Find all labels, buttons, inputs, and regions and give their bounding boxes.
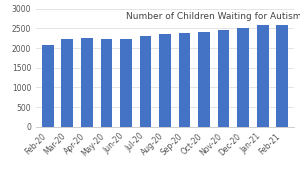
Bar	[61, 39, 73, 127]
Bar	[140, 36, 151, 127]
Bar	[100, 39, 112, 127]
Bar	[257, 25, 268, 127]
Bar	[120, 39, 132, 127]
Bar	[81, 38, 93, 127]
Bar	[42, 45, 54, 127]
Bar	[159, 34, 171, 127]
Bar	[218, 30, 230, 127]
Bar	[276, 24, 288, 127]
Bar	[198, 32, 210, 127]
Bar	[237, 28, 249, 127]
Bar	[179, 33, 190, 127]
Text: Number of Children Waiting for Autism Assessment: Number of Children Waiting for Autism As…	[126, 12, 300, 21]
